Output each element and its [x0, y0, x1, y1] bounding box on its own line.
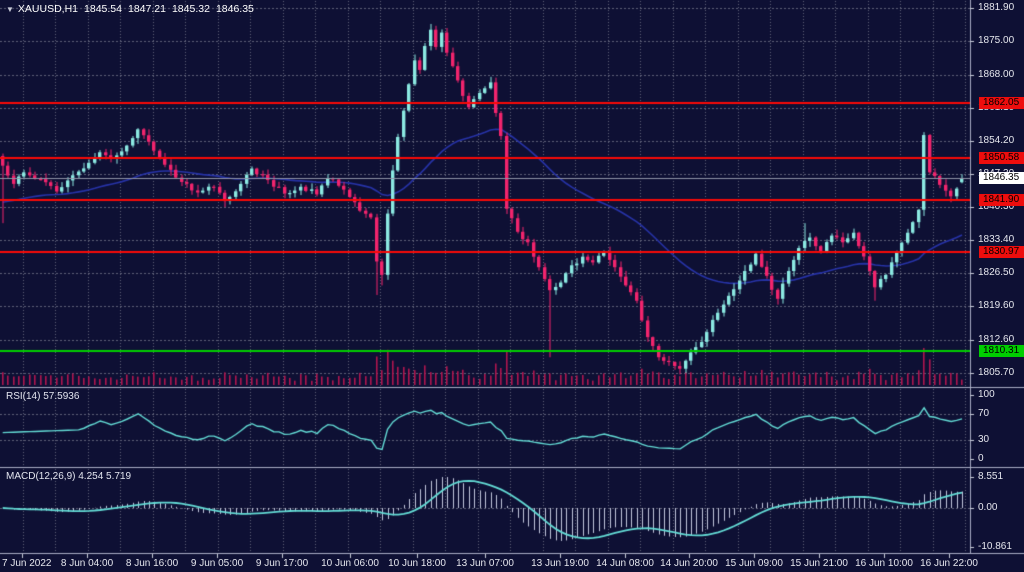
macd-indicator-label: MACD(12,26,9) 4.254 5.719 — [6, 471, 132, 482]
symbol-name: XAUUSD,H1 — [17, 3, 79, 15]
rsi-axis-tick: 0 — [978, 453, 984, 465]
time-axis-label: 7 Jun 2022 — [2, 558, 52, 569]
level-price-label-green: 1810.31 — [979, 344, 1024, 357]
price-axis-tick: 1819.60 — [978, 300, 1015, 312]
bar-high-value: 1847.21 — [128, 3, 166, 15]
bar-open-value: 1845.54 — [84, 3, 122, 15]
price-axis-tick: 1875.00 — [978, 35, 1015, 47]
time-axis-label: 10 Jun 06:00 — [321, 558, 379, 569]
current-price-label: 1846.35 — [979, 172, 1024, 185]
symbol-dropdown-icon[interactable]: ▼ — [6, 5, 14, 14]
time-axis-label: 16 Jun 22:00 — [920, 558, 978, 569]
macd-axis-tick: 0.00 — [978, 502, 998, 513]
time-axis-label: 9 Jun 17:00 — [255, 558, 309, 569]
price-axis-tick: 1833.40 — [978, 234, 1015, 246]
price-axis-tick: 1881.90 — [978, 2, 1015, 14]
level-price-label-red: 1841.90 — [979, 193, 1024, 206]
time-axis-label: 14 Jun 20:00 — [660, 558, 718, 569]
time-axis-label: 15 Jun 21:00 — [790, 558, 848, 569]
rsi-axis-tick: 70 — [978, 408, 990, 420]
price-axis-tick: 1826.50 — [978, 267, 1015, 279]
time-axis-label: 8 Jun 04:00 — [60, 558, 114, 569]
price-axis-tick: 1868.00 — [978, 68, 1015, 80]
time-axis-label: 16 Jun 10:00 — [855, 558, 913, 569]
price-axis-tick: 1805.70 — [978, 367, 1015, 379]
rsi-axis-tick: 30 — [978, 434, 990, 445]
price-axis-tick: 1854.20 — [978, 134, 1015, 146]
price-axis-tick: 1812.60 — [978, 333, 1015, 345]
time-axis-label: 10 Jun 18:00 — [388, 558, 446, 569]
chart-title: ▼ XAUUSD,H1 1845.54 1847.21 1845.32 1846.35 — [6, 3, 260, 15]
bar-close-value: 1846.35 — [215, 3, 254, 15]
time-axis-label: 13 Jun 07:00 — [456, 558, 514, 569]
bar-low-value: 1845.32 — [171, 3, 210, 15]
price-axis-tick: 1840.30 — [978, 201, 1015, 213]
level-price-label-red: 1862.05 — [979, 97, 1024, 110]
time-axis-label: 13 Jun 19:00 — [531, 558, 589, 569]
macd-axis-tick: 8.551 — [978, 471, 1004, 483]
rsi-indicator-label: RSI(14) 57.5936 — [6, 391, 80, 402]
time-axis-label: 8 Jun 16:00 — [125, 558, 179, 569]
macd-axis-tick: -10.861 — [978, 541, 1012, 553]
level-price-label-red: 1830.97 — [979, 246, 1024, 259]
time-axis-label: 9 Jun 05:00 — [190, 558, 244, 569]
time-axis-label: 15 Jun 09:00 — [725, 558, 783, 569]
level-price-label-red: 1850.58 — [979, 152, 1024, 165]
rsi-axis-tick: 100 — [978, 389, 995, 400]
time-axis-label: 14 Jun 08:00 — [596, 558, 654, 569]
